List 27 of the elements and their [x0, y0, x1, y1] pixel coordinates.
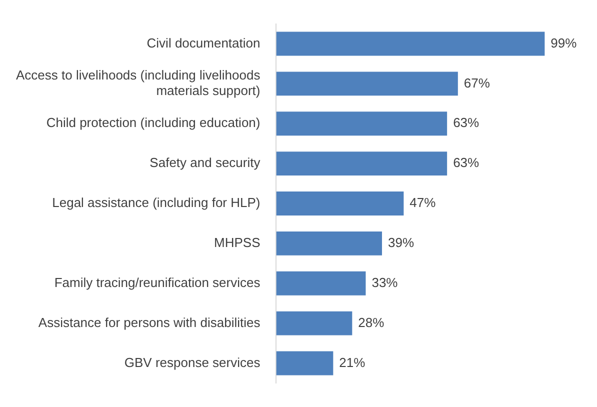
bar	[276, 311, 352, 336]
data-label: 63%	[453, 155, 480, 170]
data-label: 47%	[410, 195, 436, 210]
bar	[276, 271, 366, 296]
data-label: 39%	[388, 235, 414, 250]
data-label: 67%	[464, 75, 490, 90]
data-label: 63%	[453, 115, 480, 130]
bar	[276, 351, 334, 376]
bar	[276, 192, 404, 216]
y-tick-label: Civil documentation	[146, 35, 260, 50]
y-tick-label: MHPSS	[214, 235, 261, 250]
bar	[276, 112, 448, 136]
y-tick-label: Legal assistance (including for HLP)	[52, 195, 260, 210]
data-label: 99%	[550, 35, 578, 50]
bar	[276, 231, 382, 256]
y-tick-label: Child protection (including education)	[46, 115, 260, 130]
data-label: 28%	[358, 314, 385, 330]
y-tick-label: Assistance for persons with disabilities	[38, 314, 261, 330]
bar	[276, 72, 458, 96]
bar	[276, 32, 545, 56]
y-tick-label: GBV response services	[124, 354, 261, 370]
y-tick-label: Safety and security	[150, 155, 261, 170]
bar	[276, 152, 448, 176]
y-tick-label: Family tracing/reunification services	[54, 274, 261, 290]
y-tick-label: Access to livelihoods (including livelihoods materials support)	[16, 67, 261, 98]
data-label: 21%	[339, 354, 366, 370]
data-label: 33%	[372, 274, 398, 290]
